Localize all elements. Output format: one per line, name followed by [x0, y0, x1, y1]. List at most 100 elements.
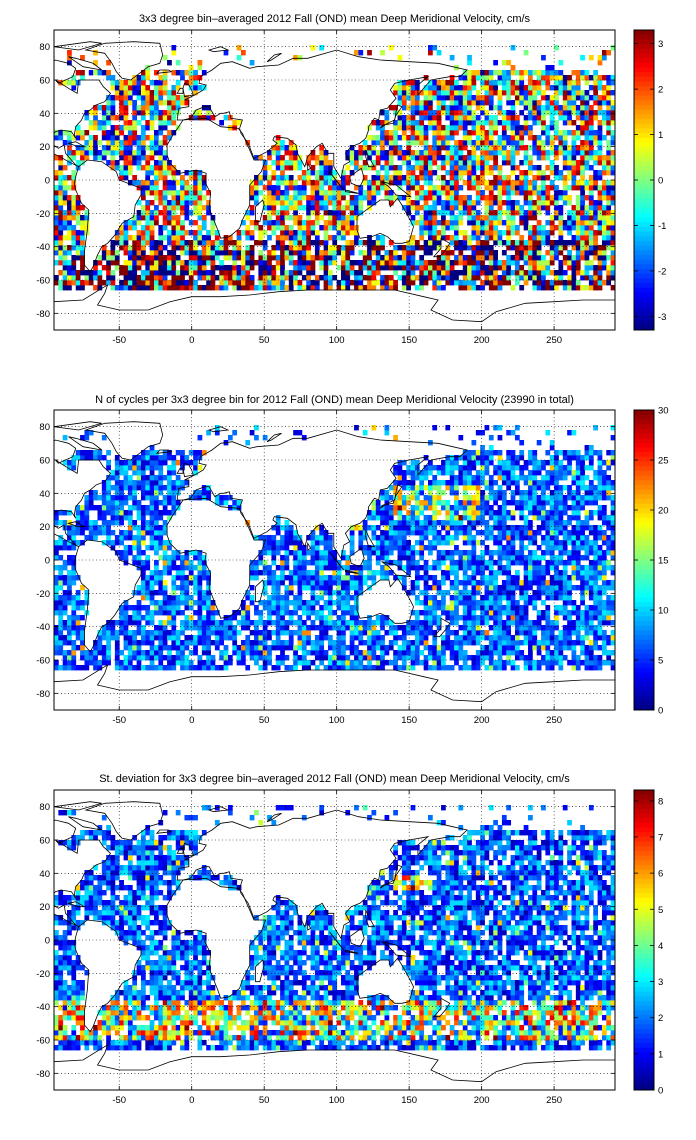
heatmap-cell — [545, 70, 551, 76]
heatmap-cell — [149, 105, 155, 111]
heatmap-cell — [410, 155, 416, 161]
heatmap-cell — [180, 70, 185, 76]
heatmap-cell — [67, 220, 72, 226]
heatmap-cell — [67, 205, 72, 211]
heatmap-cell — [267, 190, 272, 196]
heatmap-cell — [319, 250, 325, 256]
heatmap-cell — [362, 140, 368, 146]
heatmap-cell — [75, 210, 81, 216]
heatmap-cell — [58, 200, 64, 206]
heatmap-cell — [462, 115, 468, 121]
heatmap-cell — [371, 120, 377, 126]
heatmap-cell — [58, 625, 64, 631]
heatmap-cell — [136, 615, 142, 621]
heatmap-cell — [232, 430, 238, 436]
heatmap-cell — [445, 270, 451, 276]
heatmap-cell — [149, 635, 155, 641]
heatmap-cell — [193, 450, 198, 456]
heatmap-cell — [267, 270, 272, 276]
heatmap-cell — [497, 200, 503, 206]
heatmap-cell — [380, 275, 385, 281]
heatmap-cell — [588, 190, 594, 196]
heatmap-cell — [593, 130, 599, 136]
heatmap-cell — [193, 265, 198, 271]
heatmap-cell — [310, 280, 316, 286]
heatmap-cell — [280, 195, 285, 201]
heatmap-cell — [136, 90, 142, 96]
heatmap-cell — [119, 100, 124, 106]
heatmap-cell — [419, 105, 425, 111]
heatmap-cell — [428, 90, 433, 96]
heatmap-cell — [319, 45, 325, 51]
heatmap-cell — [493, 240, 498, 246]
heatmap-cell — [140, 205, 146, 211]
heatmap-cell — [467, 90, 472, 96]
heatmap-cell — [575, 200, 581, 206]
heatmap-cell — [197, 270, 203, 276]
heatmap-cell — [123, 605, 129, 611]
heatmap-cell — [297, 190, 303, 196]
heatmap-cell — [554, 190, 559, 196]
heatmap-cell — [197, 180, 203, 186]
heatmap-cell — [580, 215, 585, 221]
heatmap-cell — [371, 145, 377, 151]
heatmap-cell — [293, 660, 298, 666]
heatmap-cell — [462, 110, 468, 116]
heatmap-cell — [419, 270, 425, 276]
heatmap-cell — [180, 195, 185, 201]
heatmap-cell — [449, 275, 455, 281]
heatmap-cell — [606, 205, 612, 211]
heatmap-cell — [158, 245, 164, 251]
heatmap-cell — [280, 205, 285, 211]
heatmap-cell — [545, 185, 551, 191]
heatmap-cell — [384, 135, 390, 141]
heatmap-cell — [571, 225, 577, 231]
heatmap-cell — [493, 235, 498, 241]
heatmap-cell — [310, 45, 316, 51]
heatmap-cell — [210, 665, 216, 671]
heatmap-cell — [110, 470, 116, 476]
heatmap-cell — [410, 125, 416, 131]
heatmap-cell — [162, 590, 168, 596]
heatmap-cell — [588, 215, 594, 221]
heatmap-cell — [441, 90, 446, 96]
heatmap-cell — [475, 200, 481, 206]
heatmap-cell — [375, 190, 381, 196]
heatmap-cell — [545, 125, 551, 131]
heatmap-cell — [454, 270, 459, 276]
heatmap-cell — [162, 195, 168, 201]
heatmap-cell — [62, 235, 68, 241]
heatmap-cell — [562, 145, 568, 151]
heatmap-cell — [271, 640, 277, 646]
heatmap-cell — [54, 545, 59, 551]
heatmap-cell — [288, 630, 294, 636]
heatmap-cell — [262, 220, 268, 226]
heatmap-cell — [458, 150, 464, 156]
heatmap-cell — [467, 115, 472, 121]
heatmap-cell — [410, 260, 416, 266]
heatmap-cell — [171, 100, 177, 106]
heatmap-cell — [528, 255, 533, 261]
heatmap-cell — [484, 135, 490, 141]
heatmap-cell — [284, 520, 290, 526]
colorbar-step — [634, 175, 654, 181]
heatmap-cell — [580, 145, 585, 151]
heatmap-cell — [93, 645, 98, 651]
heatmap-cell — [249, 645, 255, 651]
heatmap-cell — [54, 645, 59, 651]
heatmap-cell — [606, 180, 612, 186]
heatmap-cell — [384, 150, 390, 156]
heatmap-cell — [297, 285, 303, 291]
heatmap-cell — [532, 240, 538, 246]
heatmap-cell — [371, 150, 377, 156]
heatmap-cell — [267, 225, 272, 231]
heatmap-cell — [127, 220, 133, 226]
heatmap-cell — [158, 590, 164, 596]
heatmap-cell — [610, 275, 615, 281]
heatmap-cell — [475, 100, 481, 106]
coastline — [54, 284, 615, 330]
heatmap-cell — [62, 275, 68, 281]
heatmap-cell — [354, 230, 359, 236]
heatmap-cell — [345, 175, 351, 181]
heatmap-cell — [345, 285, 351, 291]
